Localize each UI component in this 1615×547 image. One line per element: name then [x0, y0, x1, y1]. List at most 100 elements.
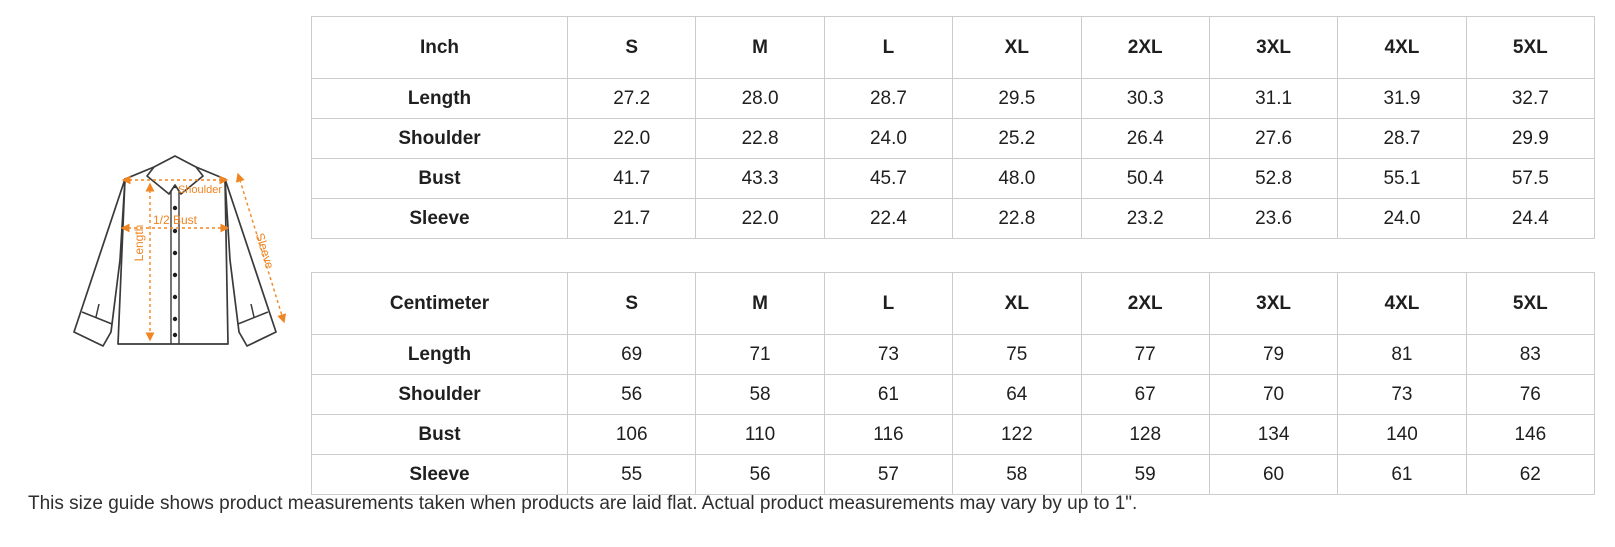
size-column-header: L: [823, 16, 954, 79]
measurement-value-cell: 31.9: [1337, 78, 1467, 119]
measurement-row-label: Sleeve: [311, 198, 568, 239]
measurement-value-cell: 64: [952, 374, 1082, 415]
measurement-value-cell: 52.8: [1208, 158, 1339, 199]
measurement-value-cell: 62: [1465, 454, 1596, 495]
measurement-value-cell: 26.4: [1080, 118, 1210, 159]
measurement-row-label: Shoulder: [311, 374, 568, 415]
measurement-value-cell: 24.0: [823, 118, 954, 159]
sleeve-measure-label: Sleeve: [253, 231, 277, 270]
measurement-value-cell: 134: [1208, 414, 1339, 455]
size-column-header: XL: [952, 272, 1082, 335]
measurement-row-label: Length: [311, 334, 568, 375]
measurement-value-cell: 110: [695, 414, 825, 455]
size-tables-section: Inch S M L XL 2XL 3XL 4XL 5XL Length 27.2 28.0 28.7 2…: [311, 16, 1596, 495]
size-table-header-row: Centimeter S M L XL 2XL 3XL 4XL 5XL: [311, 272, 1596, 335]
measurement-value-cell: 106: [566, 414, 697, 455]
measurement-value-cell: 69: [566, 334, 697, 375]
shoulder-measure-label: Shoulder: [178, 184, 222, 196]
measurement-value-cell: 61: [823, 374, 954, 415]
measurement-value-cell: 29.9: [1465, 118, 1596, 159]
shirt-cuff-line-left: [81, 311, 113, 325]
size-column-header: 4XL: [1337, 16, 1467, 79]
measurement-value-cell: 140: [1337, 414, 1467, 455]
measurement-value-cell: 57: [823, 454, 954, 495]
measurement-row-label: Bust: [311, 158, 568, 199]
measurement-value-cell: 31.1: [1208, 78, 1339, 119]
measurement-value-cell: 30.3: [1080, 78, 1210, 119]
size-guide-note: This size guide shows product measuremen…: [28, 493, 1138, 514]
shirt-cuff-slit-left: [95, 303, 100, 318]
measurement-value-cell: 61: [1337, 454, 1467, 495]
bust-measure-label: 1/2 Bust: [153, 213, 198, 227]
measurement-value-cell: 24.0: [1337, 198, 1467, 239]
size-column-header: S: [566, 272, 697, 335]
unit-header-cell: Centimeter: [311, 272, 568, 335]
size-column-header: 4XL: [1337, 272, 1467, 335]
measurement-value-cell: 21.7: [566, 198, 697, 239]
measurement-value-cell: 28.0: [695, 78, 825, 119]
shirt-measurement-diagram: Shoulder 1/2 Bust Length Sleeve: [73, 155, 287, 347]
size-column-header: S: [566, 16, 697, 79]
measurement-value-cell: 29.5: [952, 78, 1082, 119]
unit-header-cell: Inch: [311, 16, 568, 79]
measurement-value-cell: 27.2: [566, 78, 697, 119]
measurement-value-cell: 75: [952, 334, 1082, 375]
measurement-row: Length 27.2 28.0 28.7 29.5 30.3 31.1 31.9 32.7: [311, 78, 1596, 119]
measurement-value-cell: 146: [1465, 414, 1596, 455]
measurement-value-cell: 77: [1080, 334, 1210, 375]
size-column-header: M: [695, 16, 825, 79]
measurement-value-cell: 28.7: [1337, 118, 1467, 159]
measurement-value-cell: 73: [823, 334, 954, 375]
measurement-value-cell: 57.5: [1465, 158, 1596, 199]
measurement-value-cell: 43.3: [695, 158, 825, 199]
measurement-row-label: Bust: [311, 414, 568, 455]
measurement-value-cell: 83: [1465, 334, 1596, 375]
measurement-value-cell: 71: [695, 334, 825, 375]
measurement-value-cell: 22.8: [695, 118, 825, 159]
measurement-row: Sleeve 21.7 22.0 22.4 22.8 23.2 23.6 24.0 24.4: [311, 198, 1596, 239]
size-column-header: 2XL: [1080, 16, 1210, 79]
measurement-value-cell: 73: [1337, 374, 1467, 415]
size-column-header: XL: [952, 16, 1082, 79]
size-column-header: 5XL: [1465, 16, 1596, 79]
length-measure-label: Length: [132, 225, 146, 262]
measurement-value-cell: 56: [695, 454, 825, 495]
size-column-header: M: [695, 272, 825, 335]
measurement-row: Shoulder 56 58 61 64 67 70 73 76: [311, 374, 1596, 415]
measurement-value-cell: 22.0: [695, 198, 825, 239]
measurement-row: Length 69 71 73 75 77 79 81 83: [311, 334, 1596, 375]
measurement-value-cell: 76: [1465, 374, 1596, 415]
measurement-value-cell: 32.7: [1465, 78, 1596, 119]
measurement-value-cell: 116: [823, 414, 954, 455]
measurement-value-cell: 122: [952, 414, 1082, 455]
measurement-row: Shoulder 22.0 22.8 24.0 25.2 26.4 27.6 28.7 29.9: [311, 118, 1596, 159]
size-table-header-row: Inch S M L XL 2XL 3XL 4XL 5XL: [311, 16, 1596, 79]
size-column-header: 2XL: [1080, 272, 1210, 335]
measurement-row: Bust 41.7 43.3 45.7 48.0 50.4 52.8 55.1 57.5: [311, 158, 1596, 199]
measurement-row: Sleeve 55 56 57 58 59 60 61 62: [311, 454, 1596, 495]
measurement-value-cell: 128: [1080, 414, 1210, 455]
measurement-value-cell: 28.7: [823, 78, 954, 119]
measurement-row-label: Length: [311, 78, 568, 119]
measurement-value-cell: 27.6: [1208, 118, 1339, 159]
measurement-value-cell: 79: [1208, 334, 1339, 375]
measurement-value-cell: 41.7: [566, 158, 697, 199]
measurement-value-cell: 25.2: [952, 118, 1082, 159]
measurement-value-cell: 22.4: [823, 198, 954, 239]
size-table-centimeter: Centimeter S M L XL 2XL 3XL 4XL 5XL Length 69 71 73 7…: [311, 272, 1596, 495]
measurement-value-cell: 56: [566, 374, 697, 415]
size-column-header: 3XL: [1208, 16, 1339, 79]
measurement-value-cell: 48.0: [952, 158, 1082, 199]
measurement-value-cell: 24.4: [1465, 198, 1596, 239]
sleeve-measure-line: [235, 172, 287, 324]
measurement-value-cell: 22.0: [566, 118, 697, 159]
measurement-value-cell: 81: [1337, 334, 1467, 375]
measurement-value-cell: 70: [1208, 374, 1339, 415]
measurement-row-label: Shoulder: [311, 118, 568, 159]
measurement-value-cell: 23.6: [1208, 198, 1339, 239]
measurement-value-cell: 55.1: [1337, 158, 1467, 199]
measurement-value-cell: 45.7: [823, 158, 954, 199]
size-column-header: 5XL: [1465, 272, 1596, 335]
measurement-value-cell: 60: [1208, 454, 1339, 495]
